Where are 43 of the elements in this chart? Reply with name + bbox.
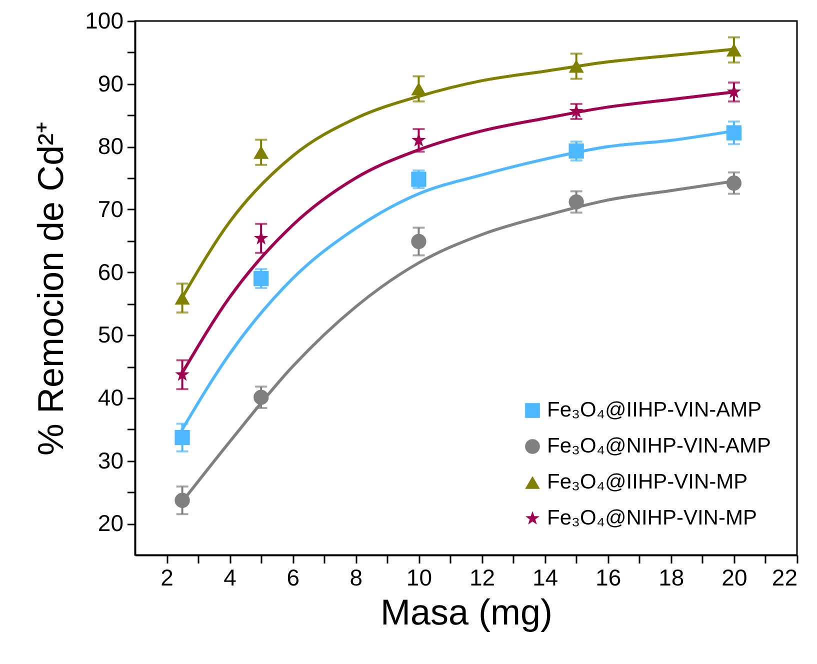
y-tick-label: 80 xyxy=(98,133,124,160)
point xyxy=(174,291,190,305)
x-tick-label: 20 xyxy=(722,564,748,590)
y-tick-label: 40 xyxy=(98,384,124,410)
y-tick-label: 70 xyxy=(98,196,124,222)
x-tick-label: 10 xyxy=(406,564,432,590)
y-tick-label: 60 xyxy=(98,258,124,285)
legend-label: Fe₃O₄@NIHP-VIN-AMP xyxy=(547,434,771,458)
point xyxy=(174,492,190,508)
point xyxy=(411,234,426,250)
point xyxy=(568,194,584,210)
point xyxy=(174,430,190,446)
legend-label: Fe₃O₄@IIHP-VIN-MP xyxy=(547,470,748,494)
x-tick-label: 22 xyxy=(772,564,798,590)
y-tick-label: 20 xyxy=(98,510,124,536)
x-tick-label: 14 xyxy=(532,564,558,590)
y-tick-label: 30 xyxy=(98,447,124,474)
x-tick-label: 18 xyxy=(658,564,684,590)
point xyxy=(411,172,426,187)
point xyxy=(254,230,268,245)
y-tick-label: 50 xyxy=(98,322,124,348)
x-tick-label: 16 xyxy=(596,564,622,590)
point xyxy=(254,146,269,159)
x-tick-label: 6 xyxy=(286,564,300,590)
point xyxy=(568,60,584,73)
y-tick-label: 100 xyxy=(85,8,124,34)
x-axis-title: Masa (mg) xyxy=(380,592,553,632)
x-tick-label: 2 xyxy=(160,564,174,590)
point xyxy=(568,143,584,159)
point xyxy=(254,390,269,405)
legend-label: Fe₃O₄@IIHP-VIN-AMP xyxy=(547,398,762,422)
point xyxy=(726,43,742,56)
y-tick-label: 90 xyxy=(98,70,124,96)
point xyxy=(254,270,269,286)
point xyxy=(726,176,742,191)
x-tick-label: 8 xyxy=(350,564,363,590)
legend-label: Fe₃O₄@NIHP-VIN-MP xyxy=(547,506,757,530)
x-tick-label: 4 xyxy=(224,564,237,590)
x-tick-label: 12 xyxy=(469,564,496,590)
y-axis-title: % Remocion de Cd²⁺ xyxy=(30,121,72,456)
point xyxy=(411,82,426,96)
point xyxy=(726,125,742,140)
point xyxy=(726,84,742,98)
